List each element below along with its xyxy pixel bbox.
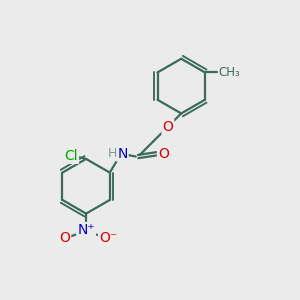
- Text: Cl: Cl: [64, 149, 78, 163]
- Text: O: O: [162, 120, 173, 134]
- Text: N⁺: N⁺: [77, 223, 95, 237]
- Text: N: N: [117, 147, 128, 160]
- Text: CH₃: CH₃: [219, 66, 240, 79]
- Text: O⁻: O⁻: [99, 231, 117, 245]
- Text: O: O: [158, 147, 169, 160]
- Text: O: O: [59, 231, 70, 245]
- Text: H: H: [108, 147, 117, 160]
